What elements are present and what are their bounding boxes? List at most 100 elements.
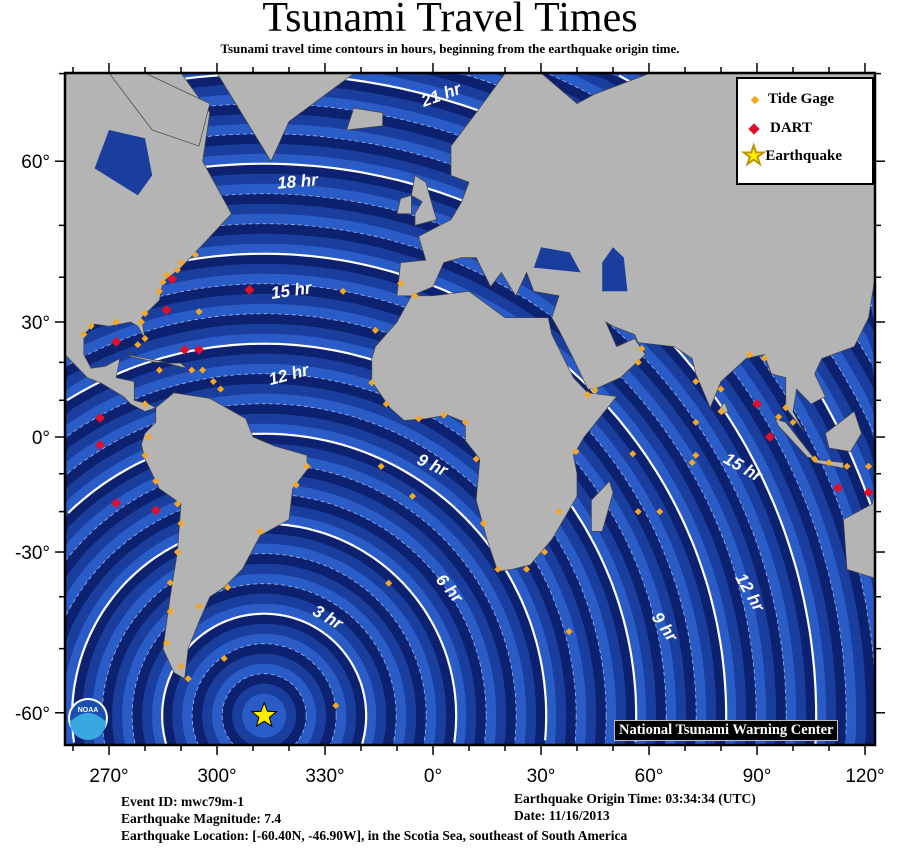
event-origin-time: Earthquake Origin Time: 03:34:34 (UTC) — [514, 791, 756, 806]
tide-gage-marker — [195, 308, 203, 316]
tide-gage-marker — [717, 407, 725, 415]
legend-dart: DART — [748, 120, 812, 137]
tide-gage-marker — [166, 607, 174, 615]
map-frame — [63, 71, 877, 747]
tide-gage-marker — [220, 654, 228, 663]
tide-gage-marker — [479, 519, 487, 527]
tide-gage-marker — [692, 451, 700, 459]
contour-minor-19h — [65, 133, 847, 737]
land-australia — [843, 488, 875, 579]
tide-gage-marker — [865, 462, 873, 470]
legend-earthquake: ★ Earthquake — [741, 141, 842, 170]
tide-gage-marker — [137, 318, 145, 326]
tide-gage-marker — [155, 366, 163, 374]
land-iceland — [346, 107, 383, 131]
contour-minor-7h — [66, 493, 487, 743]
lat-tick-label: 60° — [21, 152, 50, 173]
caspian-sea — [602, 247, 628, 292]
tide-gage-icon — [750, 95, 760, 104]
event-id: Event ID: mwc79m-1 — [121, 794, 244, 809]
dart-marker — [863, 487, 874, 498]
tide-gage-marker — [80, 330, 88, 338]
tide-gage-marker — [173, 548, 181, 556]
tide-gage-marker — [408, 492, 417, 500]
land-britain — [411, 174, 438, 226]
tide-gage-marker — [415, 415, 423, 423]
hudson-bay — [94, 130, 153, 196]
lon-tick-label: 90° — [743, 766, 772, 787]
tide-gage-marker — [141, 309, 149, 317]
tide-gage-marker — [825, 459, 833, 467]
land-south-america — [141, 392, 308, 680]
tide-gage-marker — [339, 287, 347, 295]
legend-earthquake-label: Earthquake — [765, 147, 842, 164]
legend-tide-gage-label: Tide Gage — [768, 91, 834, 107]
tide-gage-marker — [775, 413, 783, 421]
event-date: Date: 11/16/2013 — [514, 808, 610, 823]
lon-tick-label: 330° — [305, 766, 344, 787]
dart-icon — [748, 122, 760, 135]
event-info-left: Event ID: mwc79m-1 Earthquake Magnitude:… — [121, 793, 627, 844]
tide-gage-marker — [195, 602, 203, 610]
tide-gage-marker — [141, 335, 149, 343]
land-borneo — [825, 410, 862, 452]
tide-gage-marker — [494, 565, 502, 573]
dart-marker — [167, 274, 177, 285]
tide-gage-marker — [155, 287, 163, 295]
tide-gage-marker — [377, 462, 385, 470]
tide-gage-marker — [843, 462, 851, 470]
tide-gage-marker — [371, 326, 379, 334]
tide-gage-marker — [692, 378, 700, 386]
tide-gage-marker — [565, 628, 573, 636]
page-title: Tsunami Travel Times — [262, 0, 638, 41]
tide-gage-marker — [656, 508, 664, 516]
tide-gage-marker — [166, 579, 174, 587]
legend-dart-label: DART — [770, 120, 812, 136]
tide-gage-marker — [332, 702, 340, 710]
tide-gage-marker — [382, 400, 390, 408]
dart-marker — [244, 284, 255, 295]
contour-3h — [161, 612, 368, 745]
tide-gage-marker — [173, 500, 181, 508]
tide-gage-marker — [629, 450, 637, 458]
page-subtitle: Tsunami travel time contours in hours, b… — [220, 41, 680, 56]
tide-gage-marker — [461, 418, 469, 426]
tide-gage-marker — [134, 341, 142, 349]
tide-gage-marker — [782, 404, 790, 412]
dart-marker — [194, 344, 204, 355]
tide-gage-marker — [141, 451, 149, 459]
land-madagascar — [591, 480, 614, 532]
land-baffin-island — [108, 73, 211, 147]
tide-gage-marker — [760, 354, 768, 363]
dart-marker — [752, 399, 762, 409]
axis-ticks: 270° 300° 330° 0° 30° 60° 90° 120° 60° 30° 0° -30° -… — [15, 63, 885, 787]
tide-gage-marker — [145, 433, 153, 441]
contour-minor-10h — [67, 403, 577, 743]
tide-gage-marker — [173, 266, 181, 274]
lon-tick-label: 30° — [527, 766, 556, 787]
dart-marker — [179, 344, 190, 355]
tide-gage-marker — [541, 548, 549, 556]
tide-gage-marker — [523, 565, 531, 573]
black-sea — [533, 247, 581, 273]
tide-gage-marker — [256, 527, 264, 535]
land-africa — [371, 290, 618, 572]
tide-gage-marker — [184, 675, 192, 683]
tide-gage-marker — [811, 455, 819, 463]
tide-gage-marker — [177, 662, 185, 670]
lat-tick-label: 30° — [21, 313, 50, 334]
tide-gage-marker — [789, 418, 797, 426]
legend: Tide Gage DART ★ Earthquake — [736, 77, 874, 185]
tide-gage-marker — [584, 391, 592, 399]
tide-gage-marker — [303, 462, 311, 470]
tide-gage-marker — [191, 251, 199, 259]
tide-gage-marker — [163, 271, 171, 279]
tide-gage-marker — [638, 345, 646, 353]
tide-gage-marker — [411, 292, 419, 300]
land-hispaniola — [166, 362, 187, 369]
earthquake-star-icon: ★ — [741, 141, 766, 170]
tide-gage-marker — [692, 418, 700, 426]
dart-marker — [833, 482, 843, 493]
svg-text:NOAA: NOAA — [78, 707, 99, 714]
